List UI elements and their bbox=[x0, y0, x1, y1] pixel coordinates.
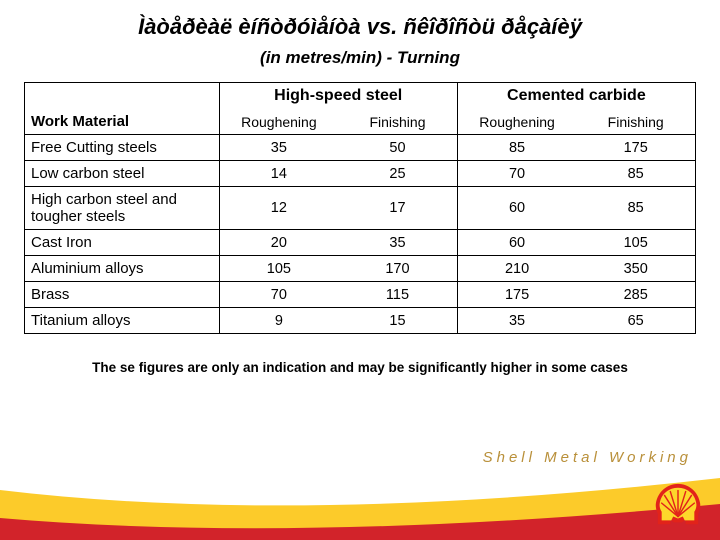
cell-value: 9 bbox=[219, 308, 338, 334]
cell-value: 350 bbox=[576, 256, 695, 282]
table-header-row-2: Work Material Roughening Finishing Rough… bbox=[25, 109, 696, 135]
cell-value: 105 bbox=[576, 230, 695, 256]
cell-value: 14 bbox=[219, 161, 338, 187]
cell-value: 60 bbox=[457, 187, 576, 230]
cell-value: 175 bbox=[576, 135, 695, 161]
slide: Ìàòåðèàë èíñòðóìåíòà vs. ñêîðîñòü ðåçàíè… bbox=[0, 0, 720, 540]
cell-value: 105 bbox=[219, 256, 338, 282]
cell-value: 170 bbox=[338, 256, 457, 282]
brand-text: Shell Metal Working bbox=[483, 449, 692, 466]
speed-table-wrap: High-speed steel Cemented carbide Work M… bbox=[24, 82, 696, 334]
cell-value: 70 bbox=[457, 161, 576, 187]
bottom-band bbox=[0, 478, 720, 540]
cell-value: 175 bbox=[457, 282, 576, 308]
row-label: Low carbon steel bbox=[25, 161, 220, 187]
row-label: Brass bbox=[25, 282, 220, 308]
cell-value: 210 bbox=[457, 256, 576, 282]
subheader: Finishing bbox=[338, 109, 457, 135]
cell-value: 12 bbox=[219, 187, 338, 230]
cell-value: 60 bbox=[457, 230, 576, 256]
cell-value: 85 bbox=[576, 187, 695, 230]
table-row: Titanium alloys9153565 bbox=[25, 308, 696, 334]
cell-value: 65 bbox=[576, 308, 695, 334]
row-label: Titanium alloys bbox=[25, 308, 220, 334]
speed-table: High-speed steel Cemented carbide Work M… bbox=[24, 82, 696, 334]
row-label: Aluminium alloys bbox=[25, 256, 220, 282]
cell-value: 85 bbox=[576, 161, 695, 187]
cell-value: 85 bbox=[457, 135, 576, 161]
group-header-carbide: Cemented carbide bbox=[457, 83, 695, 110]
cell-value: 25 bbox=[338, 161, 457, 187]
cell-value: 20 bbox=[219, 230, 338, 256]
footnote: The se figures are only an indication an… bbox=[0, 360, 720, 375]
cell-value: 35 bbox=[457, 308, 576, 334]
title-line-2: (in metres/min) - Turning bbox=[0, 48, 720, 68]
cell-value: 115 bbox=[338, 282, 457, 308]
table-row: Cast Iron203560105 bbox=[25, 230, 696, 256]
table-row: Aluminium alloys105170210350 bbox=[25, 256, 696, 282]
subheader: Roughening bbox=[219, 109, 338, 135]
group-header-hss: High-speed steel bbox=[219, 83, 457, 110]
corner-label: Work Material bbox=[25, 109, 220, 135]
cell-value: 17 bbox=[338, 187, 457, 230]
table-row: Low carbon steel14257085 bbox=[25, 161, 696, 187]
subheader: Roughening bbox=[457, 109, 576, 135]
shell-logo-icon bbox=[654, 482, 702, 530]
subheader: Finishing bbox=[576, 109, 695, 135]
row-label: Free Cutting steels bbox=[25, 135, 220, 161]
row-label: Cast Iron bbox=[25, 230, 220, 256]
header-empty-cell bbox=[25, 83, 220, 110]
title-line-1: Ìàòåðèàë èíñòðóìåíòà vs. ñêîðîñòü ðåçàíè… bbox=[0, 14, 720, 40]
row-label: High carbon steel and tougher steels bbox=[25, 187, 220, 230]
table-row: High carbon steel and tougher steels1217… bbox=[25, 187, 696, 230]
table-row: Free Cutting steels355085175 bbox=[25, 135, 696, 161]
table-row: Brass70115175285 bbox=[25, 282, 696, 308]
cell-value: 35 bbox=[338, 230, 457, 256]
table-header-row-1: High-speed steel Cemented carbide bbox=[25, 83, 696, 110]
cell-value: 285 bbox=[576, 282, 695, 308]
cell-value: 70 bbox=[219, 282, 338, 308]
cell-value: 15 bbox=[338, 308, 457, 334]
cell-value: 50 bbox=[338, 135, 457, 161]
cell-value: 35 bbox=[219, 135, 338, 161]
